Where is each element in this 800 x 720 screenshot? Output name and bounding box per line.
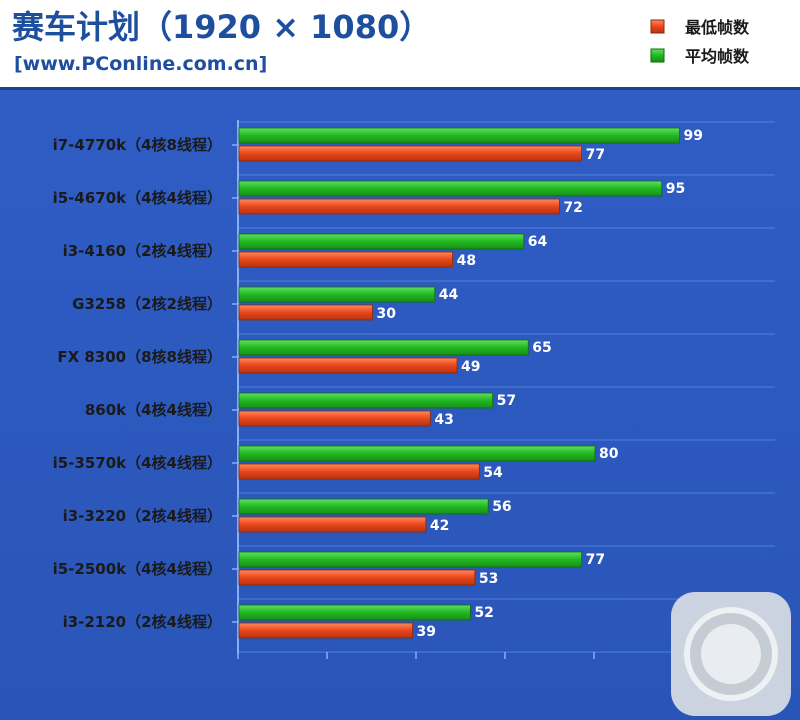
data-label-min: 72 xyxy=(563,200,582,216)
data-label-avg: 64 xyxy=(528,234,548,250)
legend-label-min: 最低帧数 xyxy=(685,18,750,37)
bars-layer xyxy=(238,127,680,639)
bar-avg xyxy=(238,339,529,356)
bar-avg xyxy=(238,127,680,144)
bar-avg xyxy=(238,551,583,568)
bar-avg xyxy=(238,498,489,515)
legend-swatch-min xyxy=(650,19,665,34)
data-label-avg: 95 xyxy=(666,181,685,197)
data-label-min: 30 xyxy=(377,306,397,322)
category-label: 860k（4核4线程） xyxy=(85,401,222,419)
data-label-min: 77 xyxy=(586,147,605,163)
data-label-min: 48 xyxy=(457,253,476,269)
data-label-avg: 99 xyxy=(684,128,703,144)
data-label-avg: 56 xyxy=(492,499,511,515)
legend: 最低帧数 平均帧数 xyxy=(650,18,750,66)
bar-avg xyxy=(238,180,663,197)
bar-avg xyxy=(238,286,436,303)
category-label: i5-2500k（4核4线程） xyxy=(53,560,222,578)
bar-min xyxy=(238,410,431,427)
labels-layer: i7-4770k（4核8线程） 99 77 i5-4670k（4核4线程） 95 72 i3… xyxy=(53,128,703,640)
bar-min xyxy=(238,463,480,480)
data-label-avg: 52 xyxy=(474,605,493,621)
data-label-min: 43 xyxy=(434,412,453,428)
data-label-min: 53 xyxy=(479,571,498,587)
bar-min xyxy=(238,622,413,639)
floating-button[interactable] xyxy=(671,592,791,716)
category-label: i5-4670k（4核4线程） xyxy=(53,189,222,207)
axis-layer xyxy=(232,120,773,659)
bar-min xyxy=(238,569,476,586)
bar-min xyxy=(238,198,560,215)
category-label: i5-3570k（4核4线程） xyxy=(53,454,222,472)
bar-avg xyxy=(238,233,525,250)
data-label-avg: 65 xyxy=(532,340,551,356)
data-label-min: 54 xyxy=(483,465,503,481)
bar-min xyxy=(238,145,583,162)
data-label-min: 49 xyxy=(461,359,480,375)
bar-avg xyxy=(238,604,471,621)
bar-min xyxy=(238,304,373,321)
chart-title: 赛车计划（1920 × 1080） xyxy=(12,8,431,46)
bar-min xyxy=(238,251,454,268)
category-label: FX 8300（8核8线程） xyxy=(57,348,222,366)
bar-min xyxy=(238,357,458,374)
data-label-avg: 80 xyxy=(599,446,619,462)
bar-min xyxy=(238,516,427,533)
bar-avg xyxy=(238,392,494,409)
category-label: i7-4770k（4核8线程） xyxy=(53,136,222,154)
data-label-min: 39 xyxy=(417,624,436,640)
bar-avg xyxy=(238,445,596,462)
data-label-min: 42 xyxy=(430,518,449,534)
data-label-avg: 44 xyxy=(439,287,459,303)
category-label: i3-4160（2核4线程） xyxy=(63,242,222,260)
data-label-avg: 77 xyxy=(586,552,605,568)
plot-top-border xyxy=(0,87,800,90)
category-label: i3-3220（2核4线程） xyxy=(63,507,222,525)
legend-swatch-avg xyxy=(650,48,665,63)
chart-subtitle: [www.PConline.com.cn] xyxy=(14,53,267,75)
category-label: G3258（2核2线程） xyxy=(72,295,222,313)
data-label-avg: 57 xyxy=(497,393,516,409)
legend-label-avg: 平均帧数 xyxy=(685,47,750,66)
category-label: i3-2120（2核4线程） xyxy=(63,613,222,631)
